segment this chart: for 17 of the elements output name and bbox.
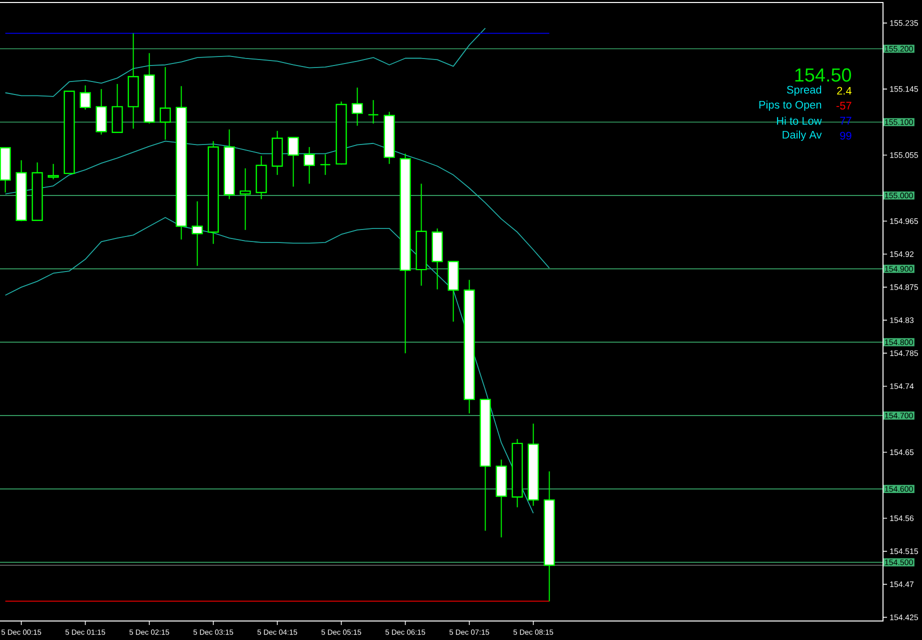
candlestick [352,87,363,126]
text: Pips to Open [759,100,822,111]
candlestick [304,146,315,184]
candlestick [288,136,299,188]
candlestick [48,163,59,180]
candlestick [192,200,203,266]
text: 2.4 [837,86,852,95]
candlestick [80,84,91,110]
candlestick [240,168,251,230]
text: 99 [840,132,852,140]
text: -57 [836,102,852,110]
text: 154.50 [795,68,852,82]
text: Daily Av [782,130,822,141]
candlestick [368,100,379,124]
text: Spread [786,86,822,96]
candlestick [160,66,171,140]
candlestick [320,154,331,176]
